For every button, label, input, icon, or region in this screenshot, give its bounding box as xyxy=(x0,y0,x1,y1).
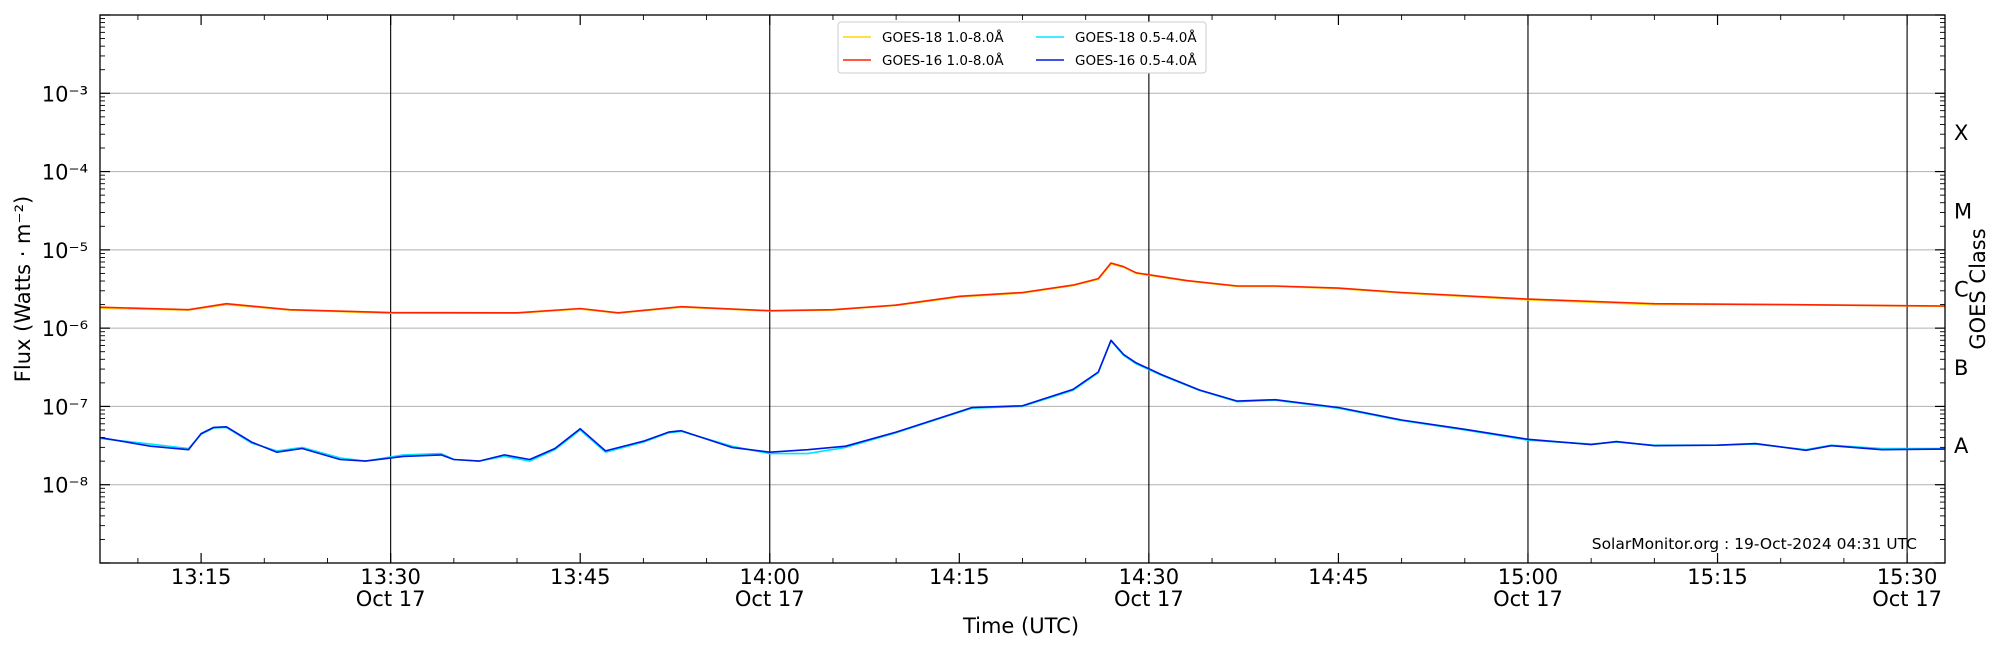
x-tick-label: 13:45 xyxy=(550,565,611,589)
x-tick-date-label: Oct 17 xyxy=(1493,587,1563,611)
credit-annotation: SolarMonitor.org : 19-Oct-2024 04:31 UTC xyxy=(1592,535,1917,553)
x-tick-label: 14:30 xyxy=(1119,565,1180,589)
x-tick-date-label: Oct 17 xyxy=(356,587,426,611)
legend-label-goes18-long: GOES-18 1.0-8.0Å xyxy=(882,29,1004,46)
x-tick-label: 14:00 xyxy=(739,565,800,589)
legend-label-goes16-short: GOES-16 0.5-4.0Å xyxy=(1075,52,1197,69)
grid-lines xyxy=(100,15,1945,563)
legend-box xyxy=(837,21,1207,74)
series-line-3 xyxy=(99,339,1946,462)
legend-label-goes18-short: GOES-18 0.5-4.0Å xyxy=(1075,29,1197,46)
axis-ticks xyxy=(100,14,1945,564)
class-label: X xyxy=(1954,121,1968,145)
class-label: M xyxy=(1954,199,1972,223)
y-tick-label: 10⁻³ xyxy=(42,82,88,106)
y-tick-label: 10⁻⁵ xyxy=(42,239,88,263)
series-lines xyxy=(99,262,1946,462)
y-tick-label: 10⁻⁷ xyxy=(42,395,88,419)
class-label: C xyxy=(1954,278,1969,302)
right-axis-title: GOES Class xyxy=(1966,228,1990,349)
plot-background xyxy=(100,15,1945,563)
y-tick-label: 10⁻⁴ xyxy=(42,161,88,185)
y-axis-title: Flux (Watts · m⁻²) xyxy=(11,196,35,382)
x-axis-title: Time (UTC) xyxy=(962,614,1079,638)
legend-label-goes16-long: GOES-16 1.0-8.0Å xyxy=(882,52,1004,69)
x-tick-date-label: Oct 17 xyxy=(735,587,805,611)
x-tick-label: 13:15 xyxy=(171,565,232,589)
series-line-2 xyxy=(99,262,1946,314)
x-tick-label: 15:30 xyxy=(1877,565,1938,589)
x-tick-date-label: Oct 17 xyxy=(1872,587,1942,611)
x-tick-label: 13:30 xyxy=(360,565,421,589)
class-label: A xyxy=(1954,434,1969,458)
y-tick-label: 10⁻⁸ xyxy=(42,474,88,498)
x-tick-label: 14:15 xyxy=(929,565,990,589)
class-label: B xyxy=(1954,356,1968,380)
y-tick-label: 10⁻⁶ xyxy=(42,317,88,341)
x-tick-label: 15:00 xyxy=(1498,565,1559,589)
legend: GOES-18 1.0-8.0Å GOES-18 0.5-4.0Å GOES-1… xyxy=(837,21,1207,74)
x-tick-date-label: Oct 17 xyxy=(1114,587,1184,611)
x-tick-label: 14:45 xyxy=(1308,565,1369,589)
x-tick-label: 15:15 xyxy=(1687,565,1748,589)
